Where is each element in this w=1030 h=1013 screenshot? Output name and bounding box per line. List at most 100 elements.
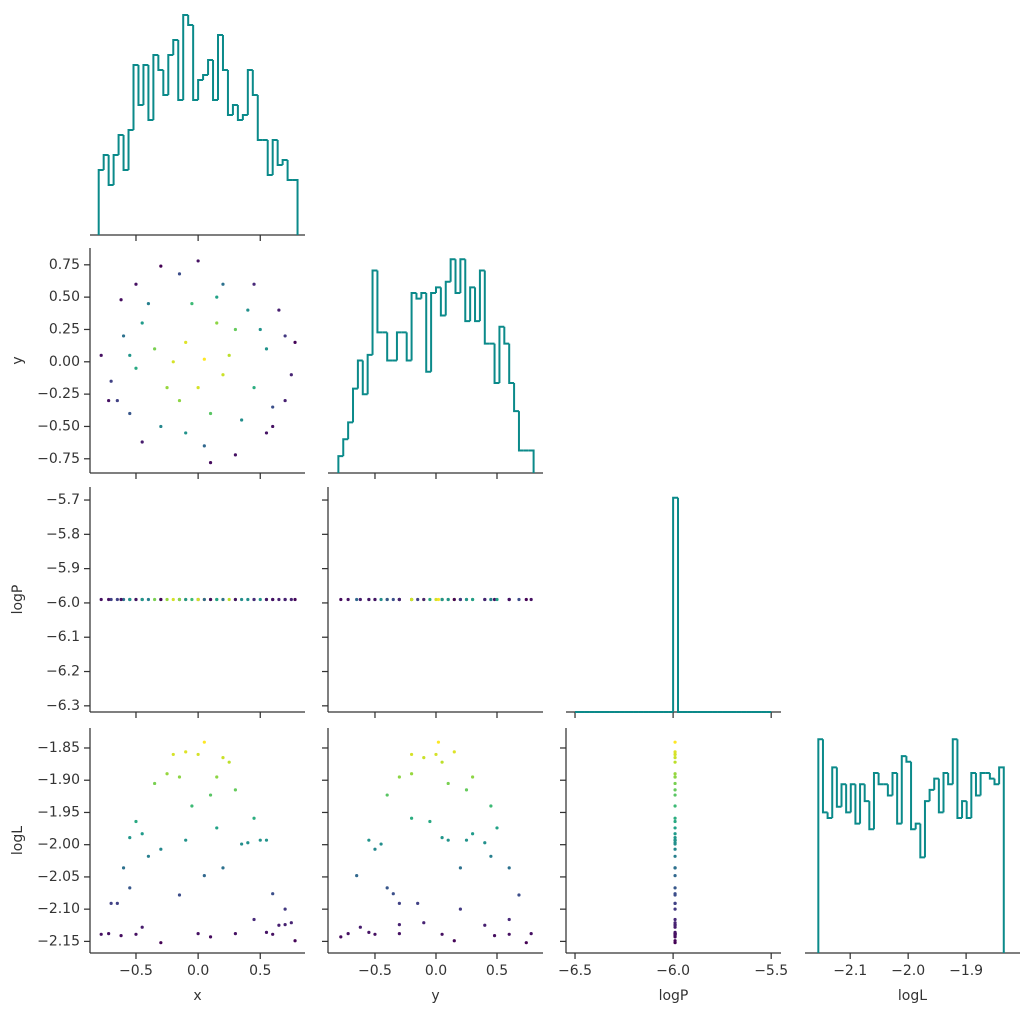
scatter-point	[240, 597, 244, 602]
scatter-point	[208, 597, 213, 602]
x-tick-label: −0.5	[119, 963, 153, 979]
scatter-point	[373, 932, 377, 936]
scatter-point	[458, 866, 462, 870]
scatter-point	[277, 923, 281, 927]
x-tick-label: −1.9	[949, 963, 983, 979]
scatter-point	[470, 775, 475, 779]
y-axis-label: y	[10, 356, 26, 364]
x-tick-label: 0.0	[187, 963, 209, 979]
histogram-bin	[246, 69, 253, 115]
y-tick-label: 0.00	[49, 354, 80, 370]
scatter-point	[264, 347, 269, 351]
scatter-point	[134, 819, 138, 824]
scatter-point	[190, 597, 194, 602]
histogram-bin	[469, 286, 476, 322]
scatter-point	[134, 366, 138, 370]
scatter-point	[483, 597, 487, 602]
scatter-point	[146, 302, 151, 306]
histogram-bin	[877, 773, 884, 786]
scatter-point	[293, 939, 297, 943]
scatter-point	[346, 932, 350, 936]
histogram-bin	[993, 778, 1000, 786]
histogram-bin	[182, 14, 189, 100]
histogram-bin	[386, 332, 393, 362]
scatter-point	[258, 597, 262, 602]
scatter-point	[495, 597, 499, 602]
scatter-point	[339, 935, 343, 939]
histogram-bin	[478, 269, 485, 322]
histogram-bin	[859, 783, 865, 824]
scatter-point	[99, 597, 103, 602]
y-tick-label: −0.75	[37, 451, 80, 467]
x-axis-label: x	[193, 988, 201, 1004]
scatter-point	[264, 838, 269, 842]
scatter-point	[271, 597, 275, 602]
y-tick-label: −5.9	[46, 561, 80, 577]
scatter-point	[673, 935, 677, 939]
scatter-point	[202, 444, 206, 448]
scatter-point	[470, 597, 475, 602]
scatter-point	[673, 923, 677, 927]
scatter-point	[464, 788, 469, 792]
scatter-point	[416, 597, 420, 602]
y-tick-label: −5.8	[46, 526, 80, 542]
scatter-point	[190, 302, 194, 306]
scatter-point	[159, 424, 163, 429]
y-tick-label: −6.2	[46, 664, 80, 680]
histogram-bin	[152, 54, 159, 120]
histogram-bin	[454, 259, 461, 294]
scatter-point	[355, 874, 359, 878]
histogram-bin	[900, 755, 907, 824]
histogram-bin	[854, 784, 861, 825]
scatter-point	[240, 418, 244, 422]
y-tick-label: −0.50	[37, 418, 80, 434]
scatter-point	[121, 597, 126, 602]
scatter-point	[446, 838, 450, 842]
scatter-point	[422, 597, 426, 602]
scatter-point	[673, 886, 677, 890]
scatter-point	[358, 925, 362, 929]
scatter-point	[196, 597, 200, 602]
histogram-bin	[217, 34, 223, 100]
histogram-bin	[831, 766, 837, 818]
scatter-point	[673, 760, 677, 764]
scatter-point	[673, 750, 677, 754]
y-tick-label: −1.90	[37, 772, 80, 788]
x-tick-label: −5.5	[754, 963, 788, 979]
histogram-bin	[937, 778, 944, 814]
scatter-point	[227, 353, 231, 357]
histogram-bin	[226, 70, 233, 116]
histogram-bin	[474, 287, 480, 323]
scatter-point	[489, 854, 493, 858]
scatter-point	[673, 775, 677, 779]
y-tick-label: −6.3	[46, 698, 80, 714]
scatter-point	[177, 398, 182, 403]
histogram-bin	[961, 800, 967, 818]
scatter-point	[339, 597, 343, 602]
histogram-bin	[434, 286, 441, 293]
histogram-bin	[464, 259, 471, 323]
histogram-bin	[231, 104, 238, 115]
scatter-point	[252, 917, 256, 922]
histogram-bin	[817, 738, 823, 953]
scatter-point	[99, 932, 103, 936]
scatter-point	[379, 597, 383, 602]
scatter-point	[673, 819, 677, 824]
scatter-point	[373, 847, 377, 851]
scatter-point	[673, 832, 677, 836]
scatter-point	[409, 752, 414, 757]
scatter-point	[452, 750, 456, 754]
histogram-bin	[425, 293, 432, 373]
scatter-point	[346, 597, 350, 602]
histogram-bin	[863, 784, 870, 803]
scatter-point	[196, 752, 200, 757]
scatter-point	[293, 340, 297, 344]
scatter-point	[146, 597, 151, 602]
histogram-bin	[821, 739, 828, 814]
scatter-point	[367, 597, 371, 602]
scatter-point	[121, 334, 126, 338]
scatter-point	[422, 921, 426, 925]
scatter-point	[140, 597, 144, 602]
scatter-point	[367, 930, 371, 934]
histogram-bin	[444, 280, 451, 316]
